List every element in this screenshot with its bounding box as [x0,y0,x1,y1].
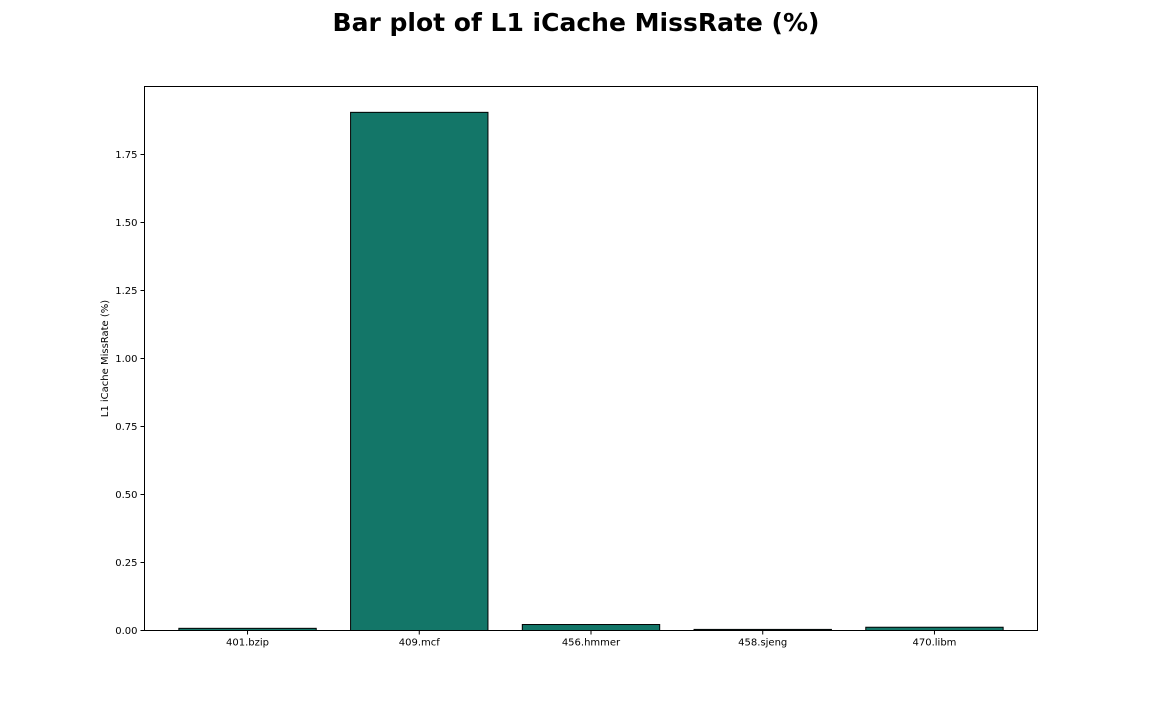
y-tick-label: 0.00 [115,626,137,637]
x-axis: 401.bzip 409.mcf 456.hmmer 458.sjeng 470.lib… [226,630,957,649]
y-axis-label: L1 iCache MissRate (%) [100,300,111,418]
bar-456.hmmer [521,624,661,631]
y-tick-label: 0.25 [115,558,137,569]
plot-frame [144,86,1038,631]
y-tick-label: 1.00 [115,354,137,365]
x-tick-label: 470.libm [913,638,957,649]
bars-group [178,111,1004,632]
y-tick-label: 1.75 [115,150,137,161]
x-tick-label: 458.sjeng [738,638,787,649]
y-tick-label: 1.25 [115,286,137,297]
chart-title: Bar plot of L1 iCache MissRate (%) [332,8,820,37]
y-tick-label: 0.75 [115,422,137,433]
x-tick-label: 409.mcf [399,638,441,649]
bar-409.mcf [350,111,489,631]
x-tick-label: 456.hmmer [562,638,621,649]
y-tick-label: 0.50 [115,490,137,501]
x-tick-label: 401.bzip [226,638,269,649]
y-tick-label: 1.50 [115,218,137,229]
y-axis: 0.00 0.25 0.50 0.75 1.00 1.25 1.50 1.75 [115,150,145,637]
